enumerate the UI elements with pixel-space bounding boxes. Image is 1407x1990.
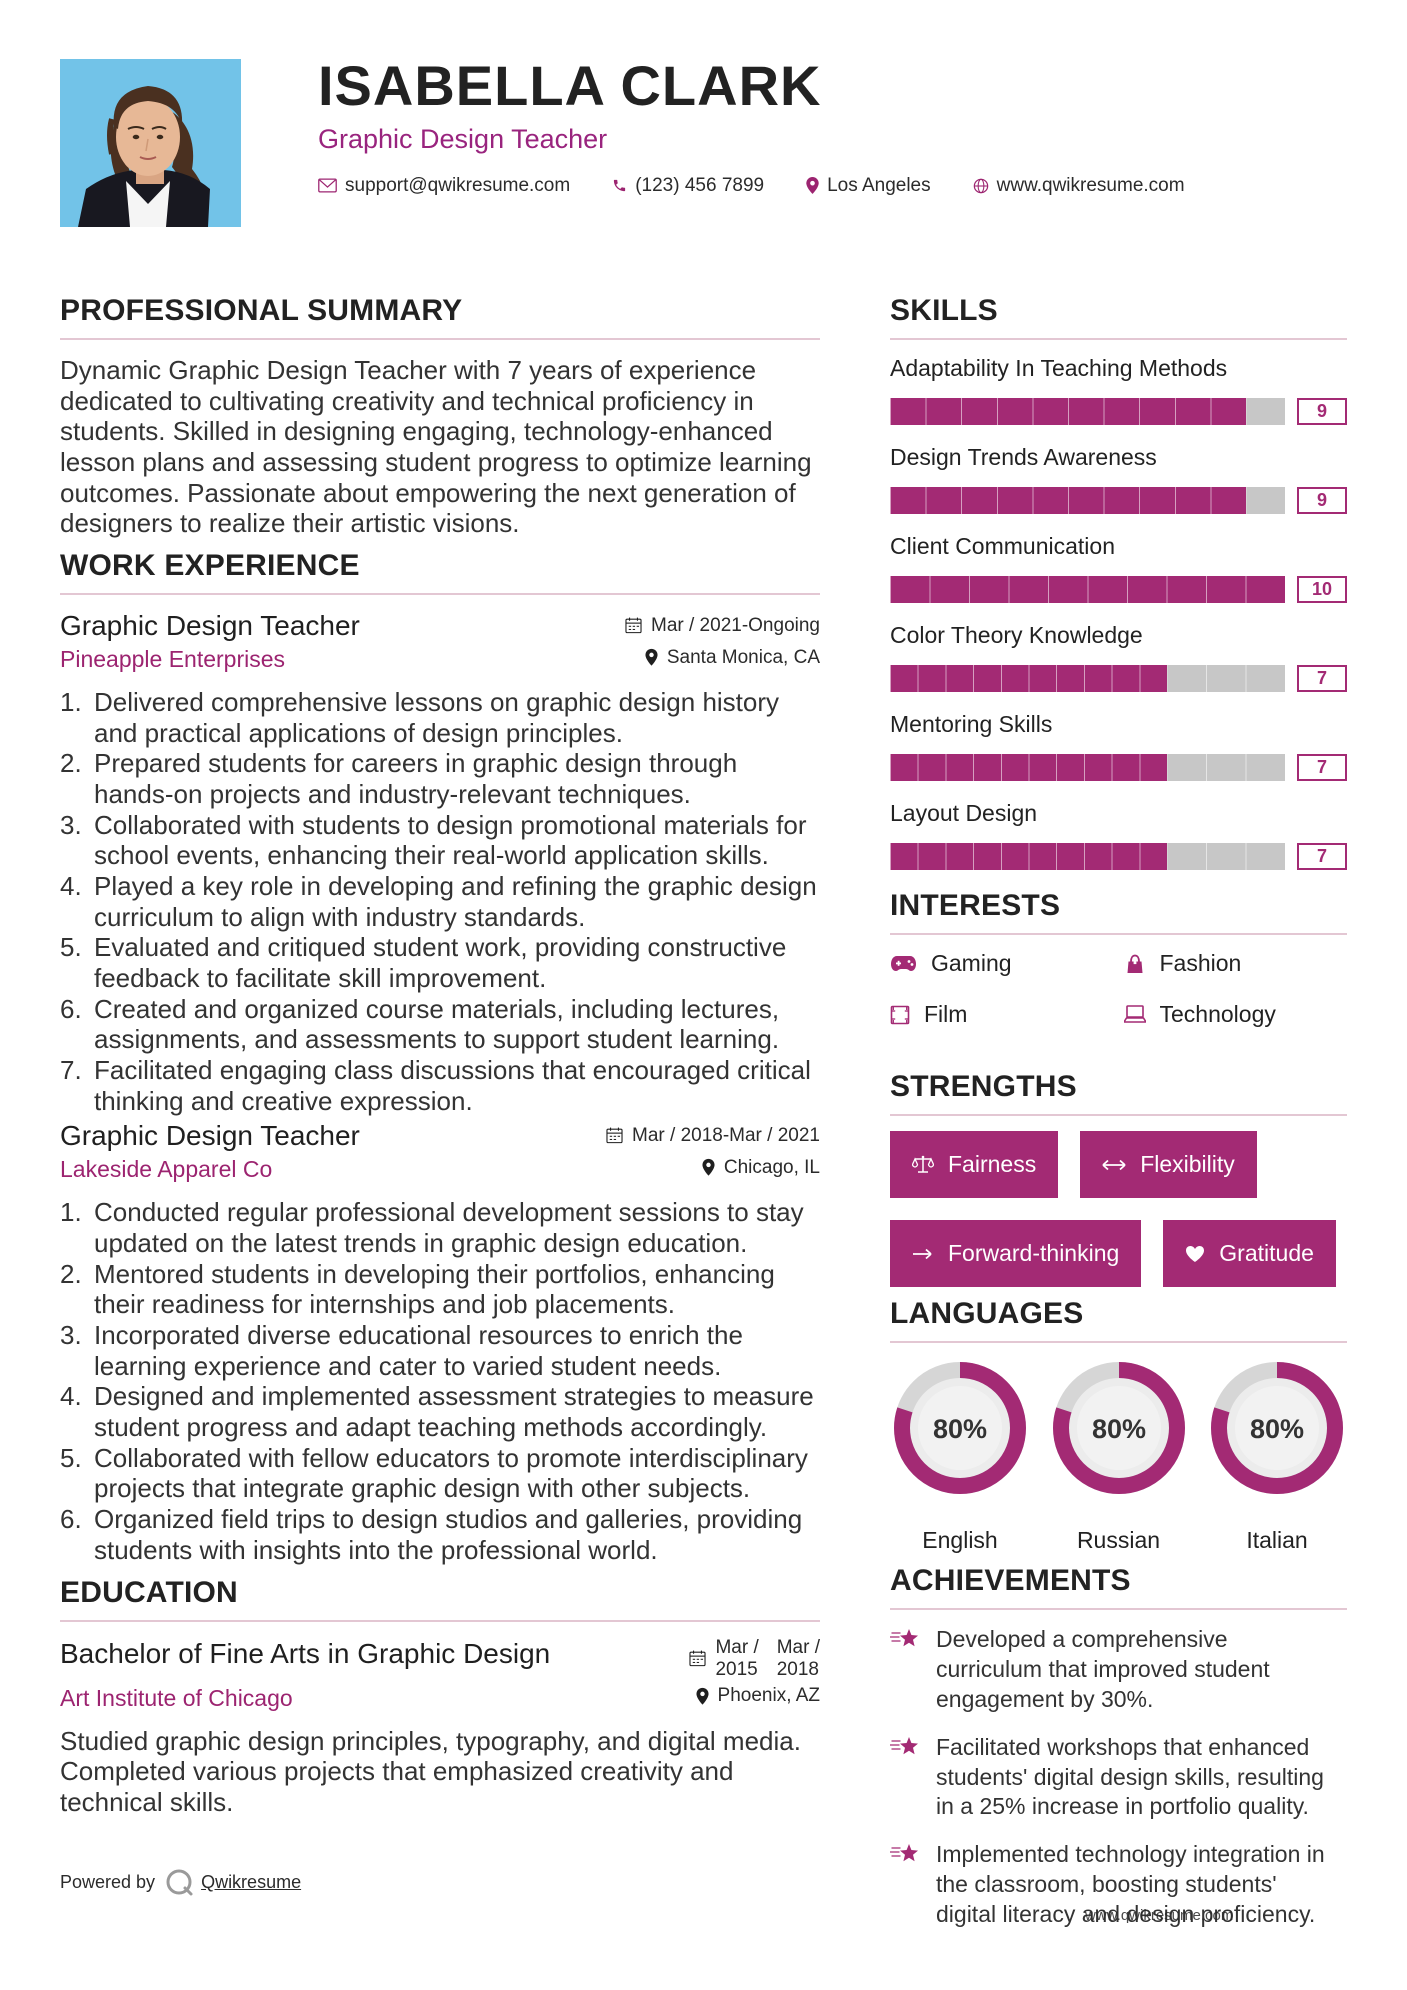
svg-text:80%: 80% — [933, 1414, 987, 1444]
svg-text:80%: 80% — [1250, 1414, 1304, 1444]
svg-text:80%: 80% — [1091, 1414, 1145, 1444]
